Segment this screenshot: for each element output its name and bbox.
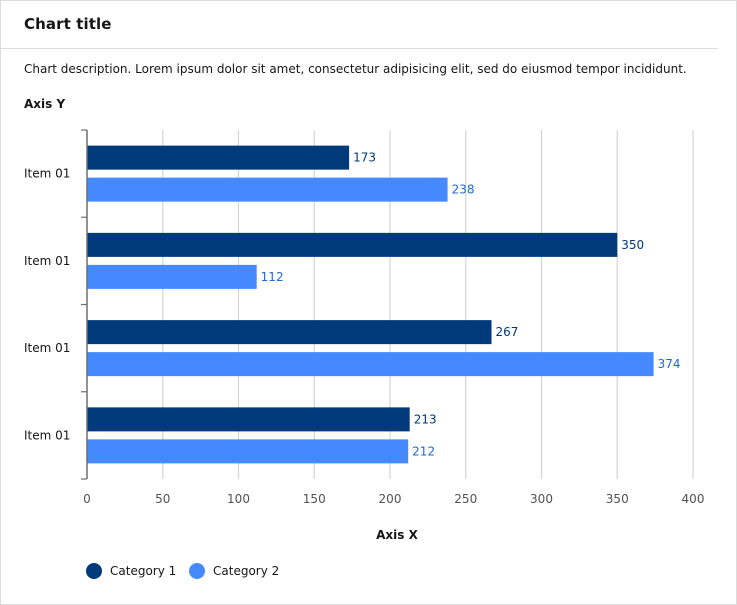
bar-category-1 <box>87 320 492 345</box>
bar-category-2 <box>87 264 257 289</box>
y-tick-label: Item 01 <box>24 341 70 355</box>
x-axis-title: Axis X <box>376 528 418 542</box>
legend-marker-2 <box>189 563 205 579</box>
bar-value-label: 173 <box>353 151 376 165</box>
x-tick-label: 100 <box>227 492 250 506</box>
x-tick-label: 300 <box>530 492 553 506</box>
bar-value-label: 374 <box>658 357 681 371</box>
bar-value-label: 267 <box>496 325 519 339</box>
x-tick-label: 200 <box>379 492 402 506</box>
bar-category-1 <box>87 232 618 257</box>
x-tick-label: 0 <box>83 492 91 506</box>
bar-value-label: 350 <box>621 238 644 252</box>
y-axis-title: Axis Y <box>24 97 65 111</box>
x-tick-label: 150 <box>303 492 326 506</box>
bar-value-label: 238 <box>452 183 475 197</box>
data-labels: 173 238 350 112 267 374 213 212 <box>261 151 681 459</box>
bar-category-2 <box>87 352 654 377</box>
bar-category-1 <box>87 407 410 432</box>
chart-description: Chart description. Lorem ipsum dolor sit… <box>24 62 687 76</box>
bar-category-1 <box>87 145 350 170</box>
axes: 0 50 100 150 200 250 300 350 400 Axis Y Axis X Item… <box>24 97 704 542</box>
x-tick-label: 350 <box>606 492 629 506</box>
card-header: Chart title <box>1 1 718 49</box>
chart-title: Chart title <box>24 15 112 33</box>
y-tick-label: Item 01 <box>24 254 70 268</box>
y-tick-label: Item 01 <box>24 167 70 181</box>
x-tick-label: 400 <box>682 492 705 506</box>
bar-value-label: 212 <box>412 444 435 458</box>
legend-label-2: Category 2 <box>213 564 279 578</box>
legend-marker-1 <box>86 563 102 579</box>
x-tick-label: 50 <box>155 492 170 506</box>
bar-value-label: 112 <box>261 270 284 284</box>
bars <box>87 145 654 464</box>
bar-value-label: 213 <box>414 412 437 426</box>
legend-label-1: Category 1 <box>110 564 176 578</box>
x-tick-label: 250 <box>454 492 477 506</box>
y-tick-label: Item 01 <box>24 428 70 442</box>
bar-category-2 <box>87 439 409 464</box>
bar-category-2 <box>87 177 448 202</box>
legend: Category 1 Category 2 <box>86 563 279 579</box>
